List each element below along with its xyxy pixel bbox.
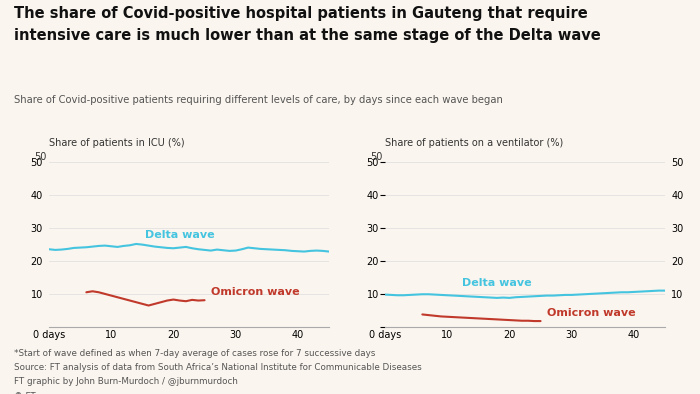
Text: Delta wave: Delta wave — [145, 230, 214, 240]
Text: The share of Covid-positive hospital patients in Gauteng that require: The share of Covid-positive hospital pat… — [14, 6, 588, 21]
Text: Share of patients in ICU (%): Share of patients in ICU (%) — [49, 138, 185, 148]
Text: Omicron wave: Omicron wave — [547, 309, 636, 318]
Text: intensive care is much lower than at the same stage of the Delta wave: intensive care is much lower than at the… — [14, 28, 601, 43]
Text: Source: FT analysis of data from South Africa’s National Institute for Communica: Source: FT analysis of data from South A… — [14, 363, 421, 372]
Text: Share of patients on a ventilator (%): Share of patients on a ventilator (%) — [385, 138, 564, 148]
Text: *Start of wave defined as when 7-day average of cases rose for 7 successive days: *Start of wave defined as when 7-day ave… — [14, 349, 375, 358]
Text: 50: 50 — [370, 152, 382, 162]
Text: © FT: © FT — [14, 392, 36, 394]
Text: Delta wave: Delta wave — [462, 278, 532, 288]
Text: Share of Covid-positive patients requiring different levels of care, by days sin: Share of Covid-positive patients requiri… — [14, 95, 503, 104]
Text: Omicron wave: Omicron wave — [211, 286, 300, 297]
Text: FT graphic by John Burn-Murdoch / @jburnmurdoch: FT graphic by John Burn-Murdoch / @jburn… — [14, 377, 238, 387]
Text: 50: 50 — [34, 152, 46, 162]
